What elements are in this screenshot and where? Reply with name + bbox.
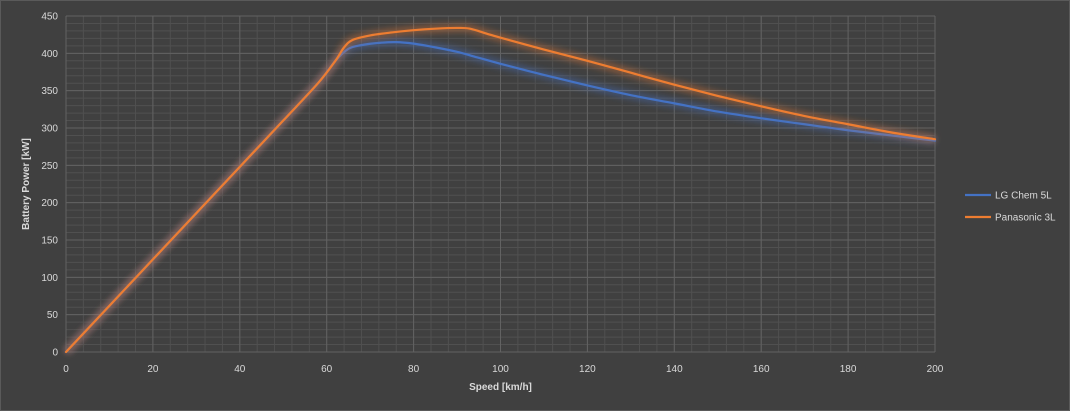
x-tick-label: 0 <box>63 364 69 375</box>
x-axis-title: Speed [km/h] <box>469 382 532 393</box>
y-tick-label: 450 <box>41 12 58 23</box>
y-tick-label: 400 <box>41 49 58 60</box>
x-tick-label: 180 <box>840 364 857 375</box>
x-tick-label: 120 <box>579 364 596 375</box>
x-tick-label: 100 <box>492 364 509 375</box>
y-tick-label: 150 <box>41 236 58 247</box>
x-tick-label: 140 <box>666 364 683 375</box>
y-tick-label: 200 <box>41 198 58 209</box>
legend-label-panasonic-3l: Panasonic 3L <box>995 213 1056 224</box>
y-tick-label: 250 <box>41 161 58 172</box>
x-tick-label: 80 <box>408 364 420 375</box>
legend: LG Chem 5L Panasonic 3L <box>965 191 1056 224</box>
y-tick-label: 100 <box>41 273 58 284</box>
legend-label-lg-chem-5l: LG Chem 5L <box>995 191 1052 202</box>
y-tick-label: 0 <box>52 348 58 359</box>
x-tick-label: 200 <box>927 364 944 375</box>
x-tick-label: 60 <box>321 364 333 375</box>
y-tick-label: 300 <box>41 124 58 135</box>
series-line-panasonic-3l <box>64 26 937 354</box>
y-tick-label: 350 <box>41 86 58 97</box>
y-tick-labels: 0 50 100 150 200 250 300 350 400 450 <box>41 12 58 359</box>
x-tick-label: 20 <box>147 364 159 375</box>
x-tick-labels: 0 20 40 60 80 100 120 140 160 180 200 <box>63 364 944 375</box>
x-tick-label: 160 <box>753 364 770 375</box>
series-layer <box>63 24 937 355</box>
y-tick-label: 50 <box>47 310 59 321</box>
x-tick-label: 40 <box>234 364 246 375</box>
y-axis-title: Battery Power [kW] <box>21 138 32 230</box>
